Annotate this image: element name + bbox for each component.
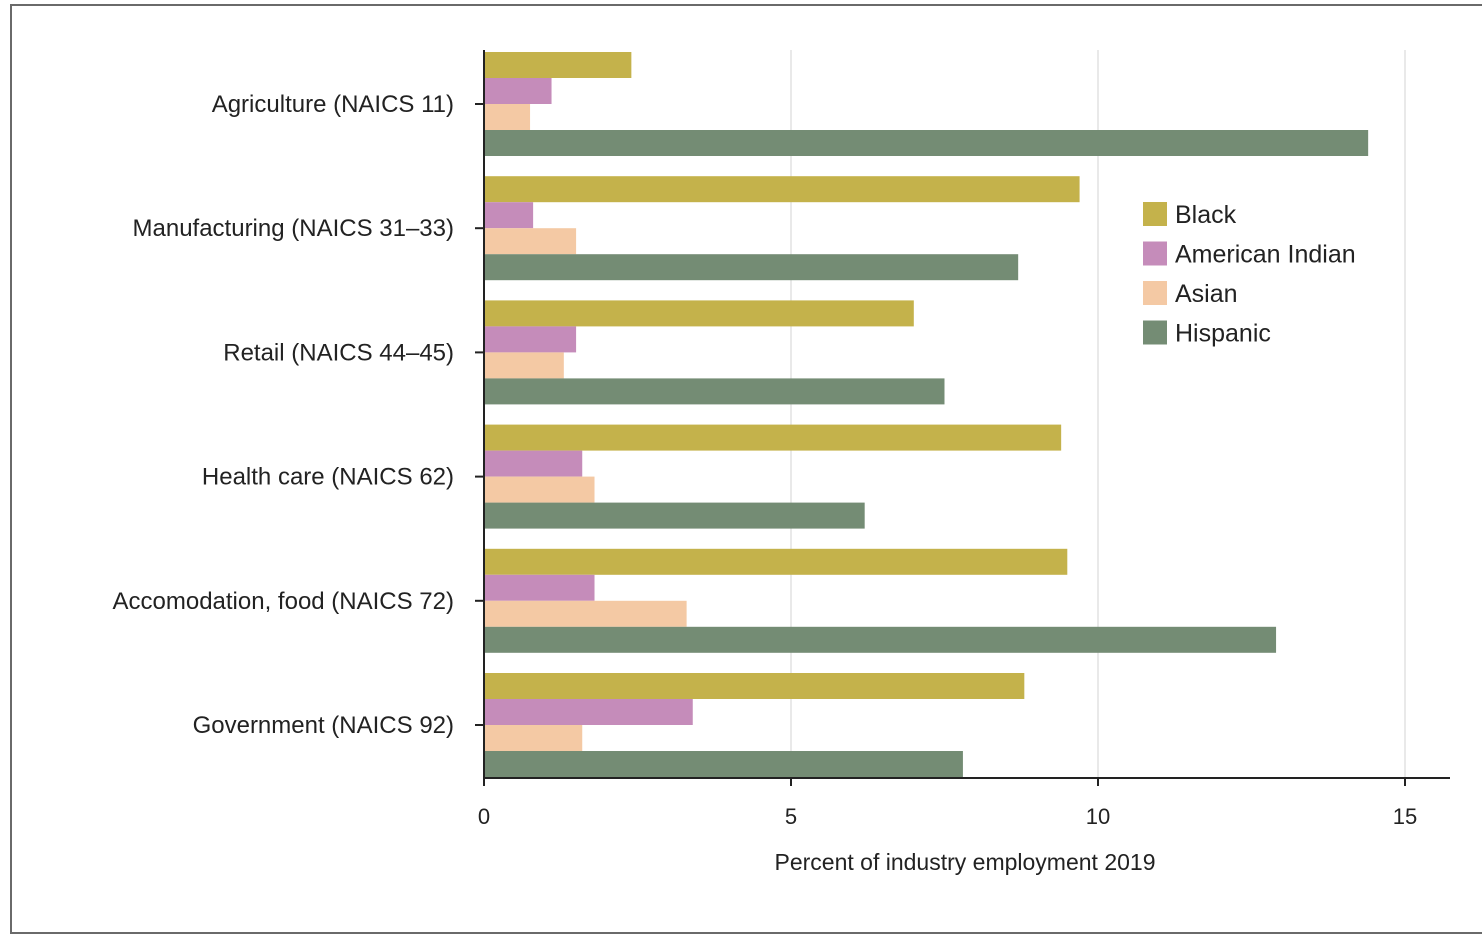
bar	[484, 254, 1019, 281]
bar	[484, 78, 552, 104]
bar	[484, 326, 577, 353]
bar	[484, 352, 564, 379]
bar	[484, 600, 687, 627]
bar	[484, 130, 1369, 156]
bars	[484, 52, 1369, 777]
category-label: Retail (NAICS 44–45)	[223, 339, 454, 366]
bar	[484, 104, 531, 130]
bar	[484, 52, 632, 78]
category-label: Government (NAICS 92)	[193, 712, 454, 739]
legend-swatch	[1143, 202, 1167, 226]
bar	[484, 548, 1068, 575]
bar-chart: Agriculture (NAICS 11) Manufacturing (NAI…	[113, 50, 1450, 875]
legend-label: American Indian	[1175, 241, 1356, 269]
bar	[484, 450, 583, 477]
x-axis-title: Percent of industry employment 2019	[775, 849, 1156, 875]
category-label: Health care (NAICS 62)	[202, 464, 454, 491]
category-label: Agriculture (NAICS 11)	[212, 91, 454, 118]
legend-swatch	[1143, 281, 1167, 305]
legend-label: Asian	[1175, 280, 1238, 308]
x-tick-label: 0	[478, 804, 490, 829]
legend-label: Hispanic	[1175, 320, 1271, 348]
bar	[484, 476, 595, 503]
bar	[484, 699, 693, 725]
bar	[484, 228, 577, 255]
axes	[483, 50, 1450, 779]
bar	[484, 378, 945, 405]
legend-swatch	[1143, 241, 1167, 266]
x-tick-label: 5	[785, 804, 797, 829]
bar	[484, 574, 595, 601]
bar	[484, 176, 1080, 203]
bar	[484, 626, 1277, 653]
bar	[484, 202, 534, 229]
bar	[484, 424, 1062, 451]
bar	[484, 300, 914, 327]
bar	[484, 751, 963, 777]
bar	[484, 725, 583, 751]
category-label: Accomodation, food (NAICS 72)	[113, 588, 455, 615]
legend: Black American Indian Asian Hispanic	[1143, 201, 1356, 348]
bar	[484, 673, 1025, 699]
legend-label: Black	[1175, 201, 1237, 229]
gridlines	[790, 50, 1406, 778]
category-label: Manufacturing (NAICS 31–33)	[133, 215, 455, 242]
legend-swatch	[1143, 320, 1167, 345]
x-tick-label: 15	[1393, 804, 1417, 829]
y-axis-labels: Agriculture (NAICS 11) Manufacturing (NAI…	[113, 91, 484, 739]
x-tick-label: 10	[1086, 804, 1110, 829]
x-axis-ticks: 0 5 10 15	[478, 778, 1417, 829]
bar	[484, 502, 865, 529]
